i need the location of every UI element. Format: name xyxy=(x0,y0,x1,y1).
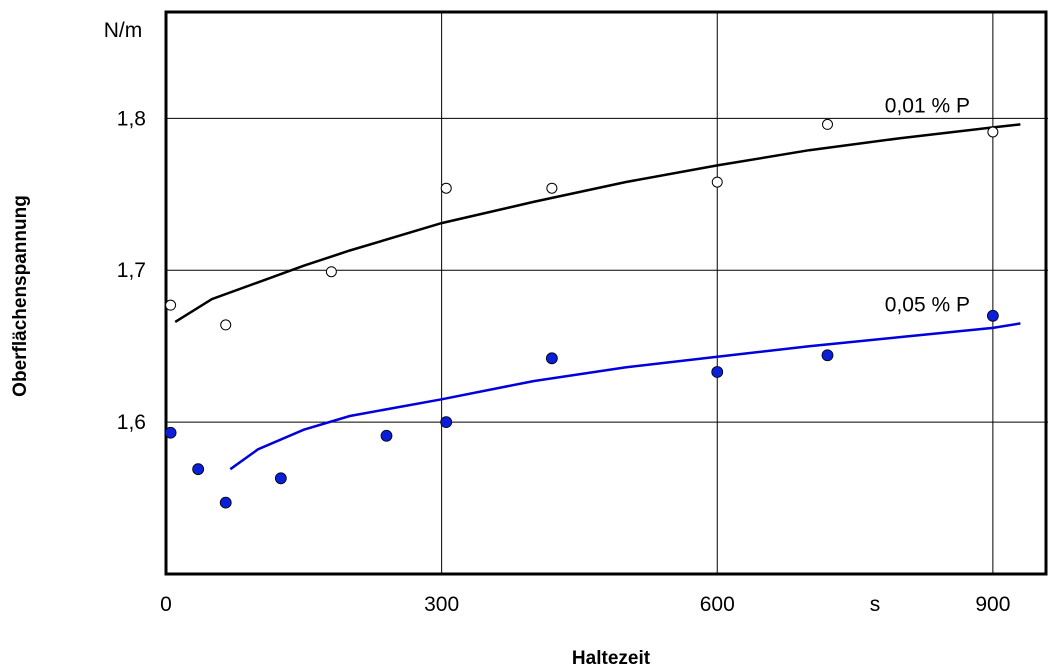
data-point xyxy=(822,118,833,130)
data-point xyxy=(986,309,999,322)
data-point xyxy=(545,352,558,365)
data-point xyxy=(821,349,834,362)
y-tick-label: 1,8 xyxy=(117,107,146,130)
data-point xyxy=(165,299,177,311)
fit-curve xyxy=(229,322,1021,471)
x-tick-label: 600 xyxy=(700,593,735,616)
data-point xyxy=(192,463,205,476)
data-point xyxy=(711,366,724,378)
data-point xyxy=(987,126,999,138)
data-point xyxy=(220,319,232,331)
x-tick-label: 900 xyxy=(975,593,1010,616)
data-point xyxy=(440,182,452,194)
labels: 0 300 600 900 1,6 1,7 1,8 0,01 % P 0,05 % P xyxy=(117,94,1011,616)
series-label: 0,01 % P xyxy=(885,94,970,117)
series-label: 0,05 % P xyxy=(885,293,970,316)
x-tick-label: 0 xyxy=(160,593,172,616)
data-point xyxy=(711,176,723,188)
data-point xyxy=(274,472,287,485)
data-point xyxy=(164,426,177,439)
fit-curve xyxy=(174,123,1021,323)
x-tick-label: 300 xyxy=(424,593,459,616)
data-point xyxy=(440,416,453,429)
data-point xyxy=(380,429,393,442)
x-unit-label: s xyxy=(870,593,881,616)
grid-lines xyxy=(166,12,1048,574)
data-points xyxy=(164,118,999,509)
y-axis-title: Oberflächenspannung xyxy=(10,195,31,397)
x-axis-title: Haltezeit xyxy=(572,648,651,669)
data-point xyxy=(325,266,337,278)
y-tick-label: 1,6 xyxy=(117,411,146,434)
data-point xyxy=(546,182,558,194)
plot-frame xyxy=(164,10,1048,576)
y-tick-label: 1,7 xyxy=(117,259,146,282)
data-point xyxy=(219,496,232,509)
y-unit-label: N/m xyxy=(104,19,143,42)
fit-curves xyxy=(174,123,1021,471)
